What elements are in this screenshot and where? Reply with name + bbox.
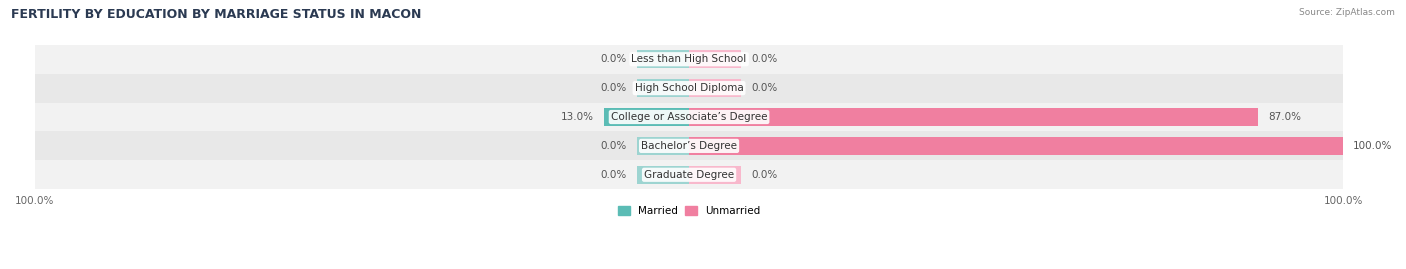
Bar bbox=[637, 166, 689, 184]
Text: 0.0%: 0.0% bbox=[751, 170, 778, 180]
Bar bbox=[689, 108, 1258, 126]
Text: Less than High School: Less than High School bbox=[631, 54, 747, 64]
Bar bbox=[35, 102, 1344, 132]
Text: 100.0%: 100.0% bbox=[1353, 141, 1393, 151]
Bar bbox=[35, 132, 1344, 160]
Bar bbox=[689, 79, 741, 97]
Bar bbox=[689, 50, 741, 68]
Bar bbox=[689, 166, 741, 184]
Text: 13.0%: 13.0% bbox=[561, 112, 595, 122]
Text: 0.0%: 0.0% bbox=[600, 54, 627, 64]
Bar bbox=[689, 137, 1344, 155]
Text: 0.0%: 0.0% bbox=[751, 83, 778, 93]
Bar bbox=[689, 137, 741, 155]
Text: 0.0%: 0.0% bbox=[600, 141, 627, 151]
Text: 87.0%: 87.0% bbox=[1268, 112, 1301, 122]
Bar bbox=[637, 137, 689, 155]
Text: Graduate Degree: Graduate Degree bbox=[644, 170, 734, 180]
Bar bbox=[35, 160, 1344, 189]
Text: 0.0%: 0.0% bbox=[600, 170, 627, 180]
Legend: Married, Unmarried: Married, Unmarried bbox=[613, 202, 765, 220]
Bar bbox=[637, 50, 689, 68]
Bar bbox=[35, 74, 1344, 102]
Text: Source: ZipAtlas.com: Source: ZipAtlas.com bbox=[1299, 8, 1395, 17]
Text: High School Diploma: High School Diploma bbox=[634, 83, 744, 93]
Bar bbox=[637, 108, 689, 126]
Text: Bachelor’s Degree: Bachelor’s Degree bbox=[641, 141, 737, 151]
Text: FERTILITY BY EDUCATION BY MARRIAGE STATUS IN MACON: FERTILITY BY EDUCATION BY MARRIAGE STATU… bbox=[11, 8, 422, 21]
Text: 0.0%: 0.0% bbox=[600, 83, 627, 93]
Bar bbox=[689, 108, 741, 126]
Bar bbox=[605, 108, 689, 126]
Bar bbox=[637, 79, 689, 97]
Text: College or Associate’s Degree: College or Associate’s Degree bbox=[610, 112, 768, 122]
Text: 0.0%: 0.0% bbox=[751, 54, 778, 64]
Bar bbox=[35, 45, 1344, 74]
